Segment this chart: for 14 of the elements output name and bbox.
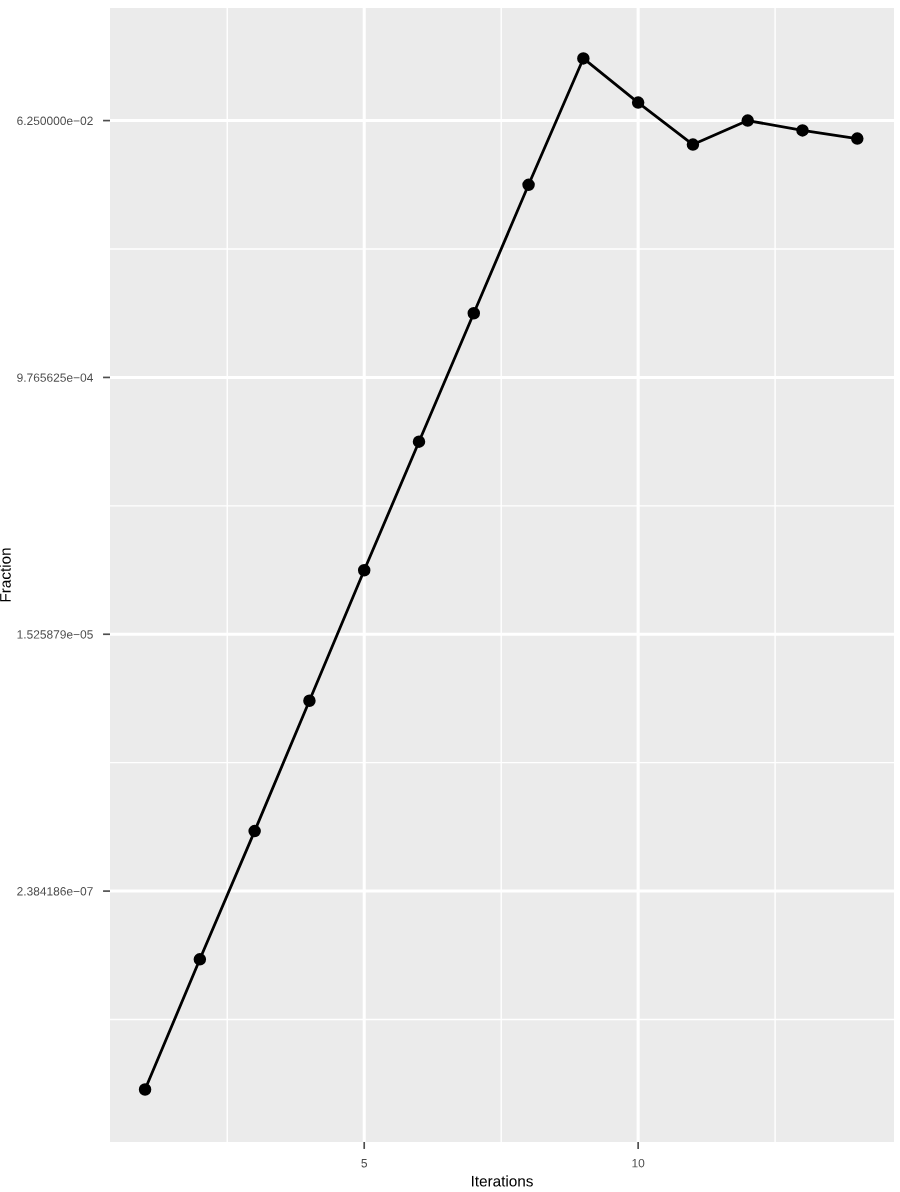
point	[577, 52, 590, 65]
point	[741, 114, 754, 127]
point	[248, 824, 261, 838]
point	[303, 694, 316, 707]
point	[522, 178, 535, 192]
point	[796, 124, 809, 137]
point	[631, 96, 645, 109]
point	[357, 564, 371, 577]
point	[193, 953, 207, 966]
point	[467, 307, 481, 320]
point	[138, 1083, 152, 1096]
point	[851, 132, 864, 145]
point	[686, 138, 700, 151]
point	[412, 435, 426, 448]
